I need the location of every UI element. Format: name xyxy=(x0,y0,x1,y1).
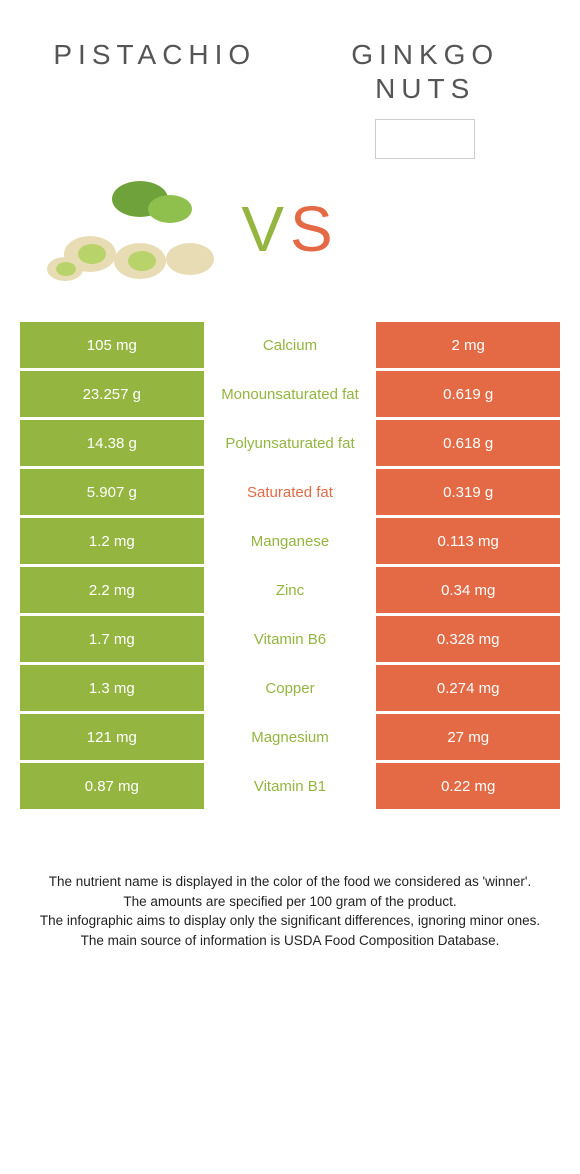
table-row: 121 mgMagnesium27 mg xyxy=(20,714,560,760)
right-value-cell: 0.274 mg xyxy=(376,665,560,711)
nutrient-label-cell: Vitamin B6 xyxy=(204,616,377,662)
pistachio-illustration-icon xyxy=(30,169,230,289)
left-value-cell: 2.2 mg xyxy=(20,567,204,613)
left-food-title: PISTACHIO xyxy=(30,38,280,72)
right-value-cell: 2 mg xyxy=(376,322,560,368)
footnote-line: The nutrient name is displayed in the co… xyxy=(26,872,554,892)
left-food-header: PISTACHIO xyxy=(30,38,280,72)
right-food-header: GINKGO NUTS xyxy=(300,38,550,159)
vs-s: S xyxy=(290,193,339,265)
footnote-line: The infographic aims to display only the… xyxy=(26,911,554,931)
vs-label: VS xyxy=(241,192,338,266)
table-row: 105 mgCalcium2 mg xyxy=(20,322,560,368)
right-value-cell: 0.618 g xyxy=(376,420,560,466)
comparison-table: 105 mgCalcium2 mg23.257 gMonounsaturated… xyxy=(20,319,560,812)
left-food-image xyxy=(30,169,230,289)
right-food-image-spacer xyxy=(350,169,550,289)
nutrient-label-cell: Zinc xyxy=(204,567,377,613)
table-row: 23.257 gMonounsaturated fat0.619 g xyxy=(20,371,560,417)
table-row: 1.7 mgVitamin B60.328 mg xyxy=(20,616,560,662)
nutrient-label-cell: Calcium xyxy=(204,322,377,368)
header-row: PISTACHIO GINKGO NUTS xyxy=(20,18,560,169)
left-value-cell: 1.3 mg xyxy=(20,665,204,711)
left-value-cell: 1.7 mg xyxy=(20,616,204,662)
footnote-line: The amounts are specified per 100 gram o… xyxy=(26,892,554,912)
right-value-cell: 0.319 g xyxy=(376,469,560,515)
right-food-title: GINKGO NUTS xyxy=(300,38,550,105)
nutrient-label-cell: Polyunsaturated fat xyxy=(204,420,377,466)
table-row: 14.38 gPolyunsaturated fat0.618 g xyxy=(20,420,560,466)
left-value-cell: 0.87 mg xyxy=(20,763,204,809)
left-value-cell: 23.257 g xyxy=(20,371,204,417)
right-value-cell: 0.34 mg xyxy=(376,567,560,613)
vs-v: V xyxy=(241,193,290,265)
left-value-cell: 105 mg xyxy=(20,322,204,368)
nutrient-label-cell: Magnesium xyxy=(204,714,377,760)
nutrient-label-cell: Copper xyxy=(204,665,377,711)
footnote-line: The main source of information is USDA F… xyxy=(26,931,554,951)
left-value-cell: 14.38 g xyxy=(20,420,204,466)
nutrient-label-cell: Manganese xyxy=(204,518,377,564)
vs-row: VS xyxy=(30,169,550,289)
left-value-cell: 121 mg xyxy=(20,714,204,760)
nutrient-label-cell: Saturated fat xyxy=(204,469,377,515)
footnotes: The nutrient name is displayed in the co… xyxy=(20,872,560,950)
left-value-cell: 5.907 g xyxy=(20,469,204,515)
table-row: 0.87 mgVitamin B10.22 mg xyxy=(20,763,560,809)
nutrient-label-cell: Monounsaturated fat xyxy=(204,371,377,417)
table-row: 5.907 gSaturated fat0.319 g xyxy=(20,469,560,515)
infographic-container: PISTACHIO GINKGO NUTS VS 105 xyxy=(0,0,580,990)
nutrient-label-cell: Vitamin B1 xyxy=(204,763,377,809)
right-value-cell: 0.22 mg xyxy=(376,763,560,809)
left-value-cell: 1.2 mg xyxy=(20,518,204,564)
table-row: 1.3 mgCopper0.274 mg xyxy=(20,665,560,711)
right-value-cell: 27 mg xyxy=(376,714,560,760)
right-value-cell: 0.328 mg xyxy=(376,616,560,662)
table-row: 1.2 mgManganese0.113 mg xyxy=(20,518,560,564)
right-value-cell: 0.113 mg xyxy=(376,518,560,564)
right-value-cell: 0.619 g xyxy=(376,371,560,417)
table-row: 2.2 mgZinc0.34 mg xyxy=(20,567,560,613)
right-food-image-placeholder xyxy=(375,119,475,159)
